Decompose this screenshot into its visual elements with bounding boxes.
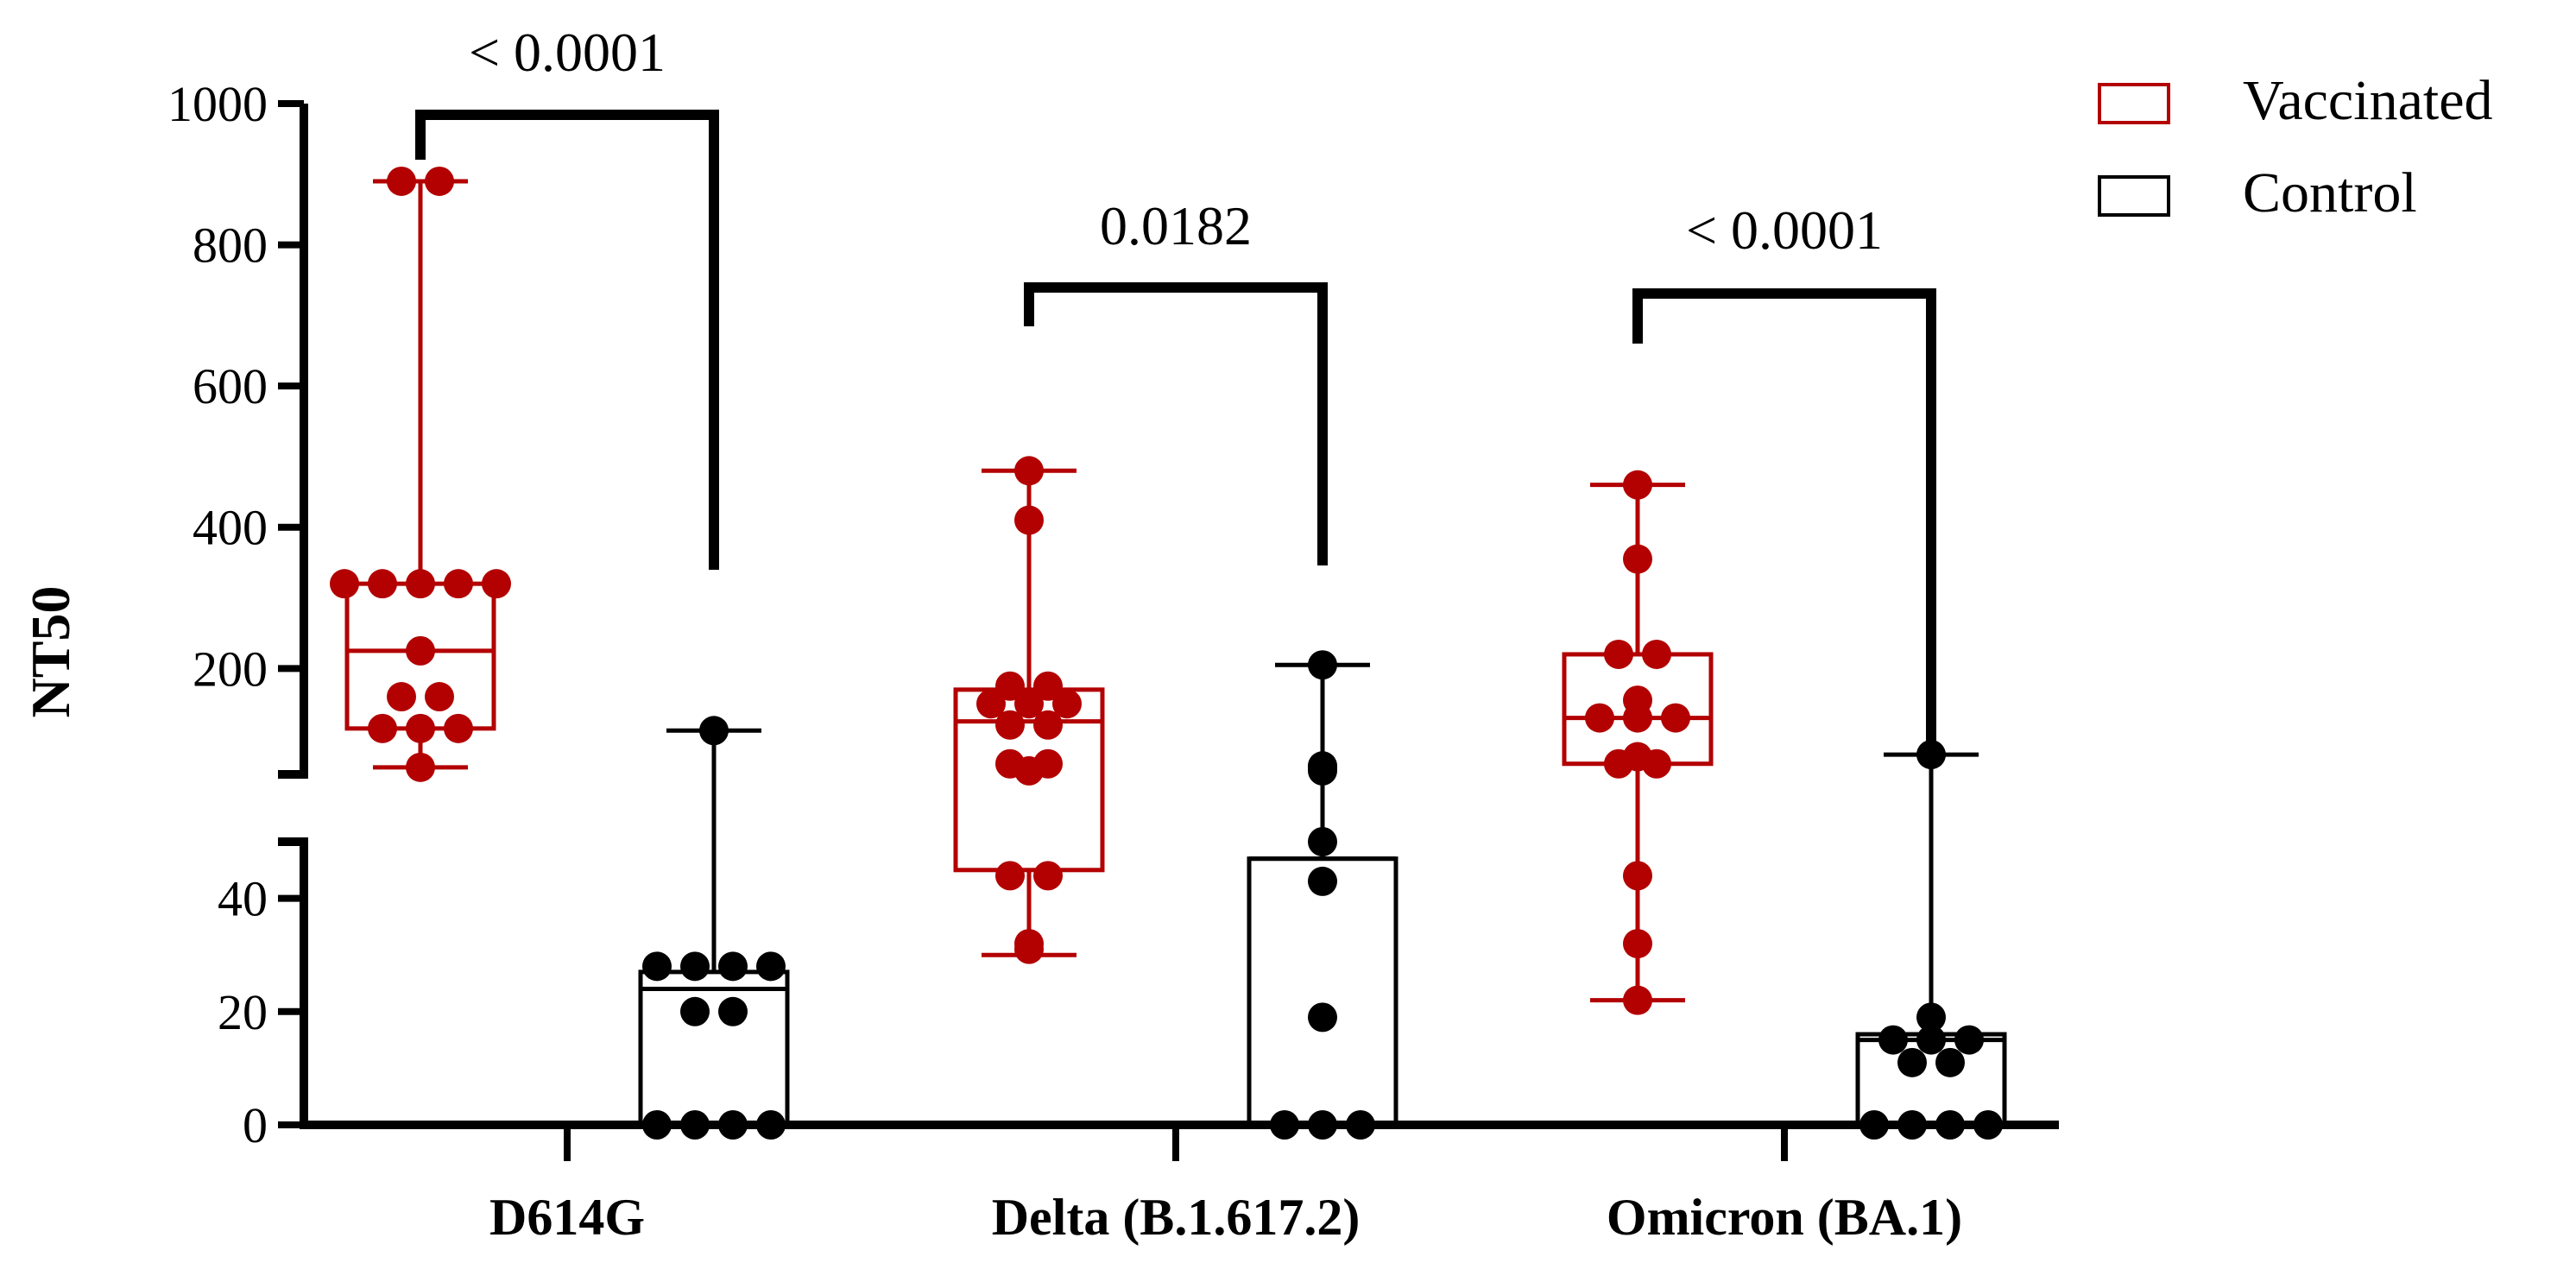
point-vaccinated-d614g-10	[368, 713, 397, 743]
point-control-delta-b-1-617-2-0	[1308, 650, 1337, 680]
x-tick-label-delta-b-1-617-2: Delta (B.1.617.2)	[992, 1189, 1361, 1246]
point-control-d614g-9	[718, 1110, 748, 1140]
point-vaccinated-omicron-ba-1-2	[1604, 639, 1633, 669]
legend-swatch-control	[2098, 175, 2170, 217]
p-value-d614g: < 0.0001	[469, 22, 666, 83]
point-control-delta-b-1-617-2-3	[1308, 755, 1337, 786]
x-tick-label-omicron-ba-1: Omicron (BA.1)	[1607, 1189, 1962, 1246]
point-vaccinated-omicron-ba-1-13	[1623, 985, 1652, 1015]
y-tick-label-40: 40	[218, 871, 268, 927]
point-control-omicron-ba-1-2	[1878, 1025, 1908, 1055]
data-points	[330, 166, 2003, 1140]
y-tick-label-20: 20	[218, 984, 268, 1040]
point-vaccinated-omicron-ba-1-11	[1623, 861, 1652, 891]
point-control-d614g-5	[680, 996, 710, 1026]
box-control-d614g	[638, 969, 790, 1127]
point-vaccinated-delta-b-1-617-2-13	[1033, 861, 1063, 891]
point-control-d614g-1	[642, 951, 672, 982]
point-vaccinated-d614g-6	[482, 569, 511, 599]
point-vaccinated-delta-b-1-617-2-15	[1014, 934, 1044, 964]
point-control-omicron-ba-1-4	[1954, 1025, 1984, 1055]
point-control-omicron-ba-1-9	[1935, 1110, 1965, 1140]
axes: 0 20 40 200 400 600 800 1000 D614G Delta (B.1.617…	[167, 76, 2059, 1246]
point-vaccinated-d614g-9	[425, 682, 454, 712]
point-control-d614g-0	[699, 716, 729, 746]
point-control-d614g-7	[642, 1110, 672, 1140]
point-control-omicron-ba-1-0	[1916, 740, 1946, 770]
y-tick-label-0: 0	[243, 1097, 268, 1153]
significance-brackets: < 0.0001 0.0182 < 0.0001	[415, 22, 1936, 753]
bracket-d614g	[415, 110, 719, 570]
point-control-d614g-3	[718, 951, 748, 982]
point-vaccinated-omicron-ba-1-10	[1642, 748, 1671, 779]
point-vaccinated-omicron-ba-1-6	[1623, 703, 1652, 733]
point-vaccinated-delta-b-1-617-2-2	[995, 671, 1025, 701]
point-control-omicron-ba-1-5	[1897, 1047, 1927, 1077]
point-vaccinated-d614g-12	[444, 713, 473, 743]
point-control-delta-b-1-617-2-7	[1270, 1110, 1299, 1140]
point-vaccinated-d614g-11	[406, 713, 435, 743]
point-vaccinated-delta-b-1-617-2-11	[1014, 755, 1044, 786]
legend-swatch-vaccinated	[2098, 83, 2170, 124]
point-control-d614g-8	[680, 1110, 710, 1140]
point-control-d614g-4	[756, 951, 786, 982]
point-vaccinated-delta-b-1-617-2-1	[1014, 505, 1044, 535]
point-vaccinated-omicron-ba-1-0	[1623, 470, 1652, 500]
point-control-omicron-ba-1-6	[1935, 1047, 1965, 1077]
point-control-omicron-ba-1-10	[1973, 1110, 2003, 1140]
point-vaccinated-d614g-2	[330, 569, 359, 599]
point-control-d614g-2	[680, 951, 710, 982]
y-tick-label-200: 200	[193, 641, 268, 697]
point-vaccinated-omicron-ba-1-7	[1661, 703, 1690, 733]
p-value-omicron-ba-1: < 0.0001	[1686, 199, 1883, 261]
point-vaccinated-d614g-13	[406, 752, 435, 782]
point-vaccinated-delta-b-1-617-2-4	[976, 689, 1006, 719]
point-control-d614g-10	[756, 1110, 786, 1140]
bracket-delta-b-1-617-2	[1024, 282, 1328, 565]
point-vaccinated-omicron-ba-1-3	[1642, 639, 1671, 669]
point-vaccinated-delta-b-1-617-2-8	[1033, 710, 1063, 740]
point-vaccinated-delta-b-1-617-2-6	[1052, 689, 1082, 719]
point-control-omicron-ba-1-3	[1916, 1025, 1946, 1055]
y-tick-label-800: 800	[193, 218, 268, 274]
point-control-delta-b-1-617-2-6	[1308, 1002, 1337, 1033]
point-vaccinated-omicron-ba-1-5	[1585, 703, 1614, 733]
point-vaccinated-d614g-5	[444, 569, 473, 599]
y-axis-label: NT50	[20, 586, 81, 718]
point-vaccinated-delta-b-1-617-2-5	[1014, 689, 1044, 719]
x-tick-label-d614g: D614G	[489, 1189, 645, 1246]
point-vaccinated-omicron-ba-1-9	[1604, 748, 1633, 779]
point-vaccinated-d614g-3	[368, 569, 397, 599]
legend-label-control: Control	[2243, 161, 2417, 224]
point-control-omicron-ba-1-8	[1897, 1110, 1927, 1140]
point-vaccinated-delta-b-1-617-2-3	[1033, 671, 1063, 701]
p-value-delta-b-1-617-2: 0.0182	[1100, 195, 1252, 256]
point-control-omicron-ba-1-7	[1859, 1110, 1889, 1140]
point-control-delta-b-1-617-2-4	[1308, 827, 1337, 856]
point-vaccinated-delta-b-1-617-2-12	[995, 861, 1025, 891]
point-vaccinated-omicron-ba-1-12	[1623, 929, 1652, 959]
point-control-delta-b-1-617-2-9	[1346, 1110, 1375, 1140]
point-vaccinated-d614g-8	[387, 682, 416, 712]
legend: Vaccinated Control	[2098, 69, 2493, 224]
y-tick-label-1000: 1000	[167, 76, 268, 132]
bracket-omicron-ba-1	[1632, 288, 1936, 753]
point-vaccinated-d614g-7	[406, 635, 435, 666]
point-vaccinated-delta-b-1-617-2-7	[995, 710, 1025, 740]
point-vaccinated-d614g-1	[425, 166, 454, 196]
point-vaccinated-d614g-0	[387, 166, 416, 196]
point-control-omicron-ba-1-1	[1916, 1002, 1946, 1033]
point-vaccinated-omicron-ba-1-1	[1623, 544, 1652, 574]
legend-label-vaccinated: Vaccinated	[2243, 69, 2493, 132]
y-tick-label-600: 600	[193, 358, 268, 414]
point-control-d614g-6	[718, 996, 748, 1026]
point-control-delta-b-1-617-2-8	[1308, 1110, 1337, 1140]
point-control-delta-b-1-617-2-5	[1308, 866, 1337, 896]
point-vaccinated-d614g-4	[406, 569, 435, 599]
point-vaccinated-delta-b-1-617-2-0	[1014, 456, 1044, 486]
y-tick-label-400: 400	[193, 500, 268, 556]
